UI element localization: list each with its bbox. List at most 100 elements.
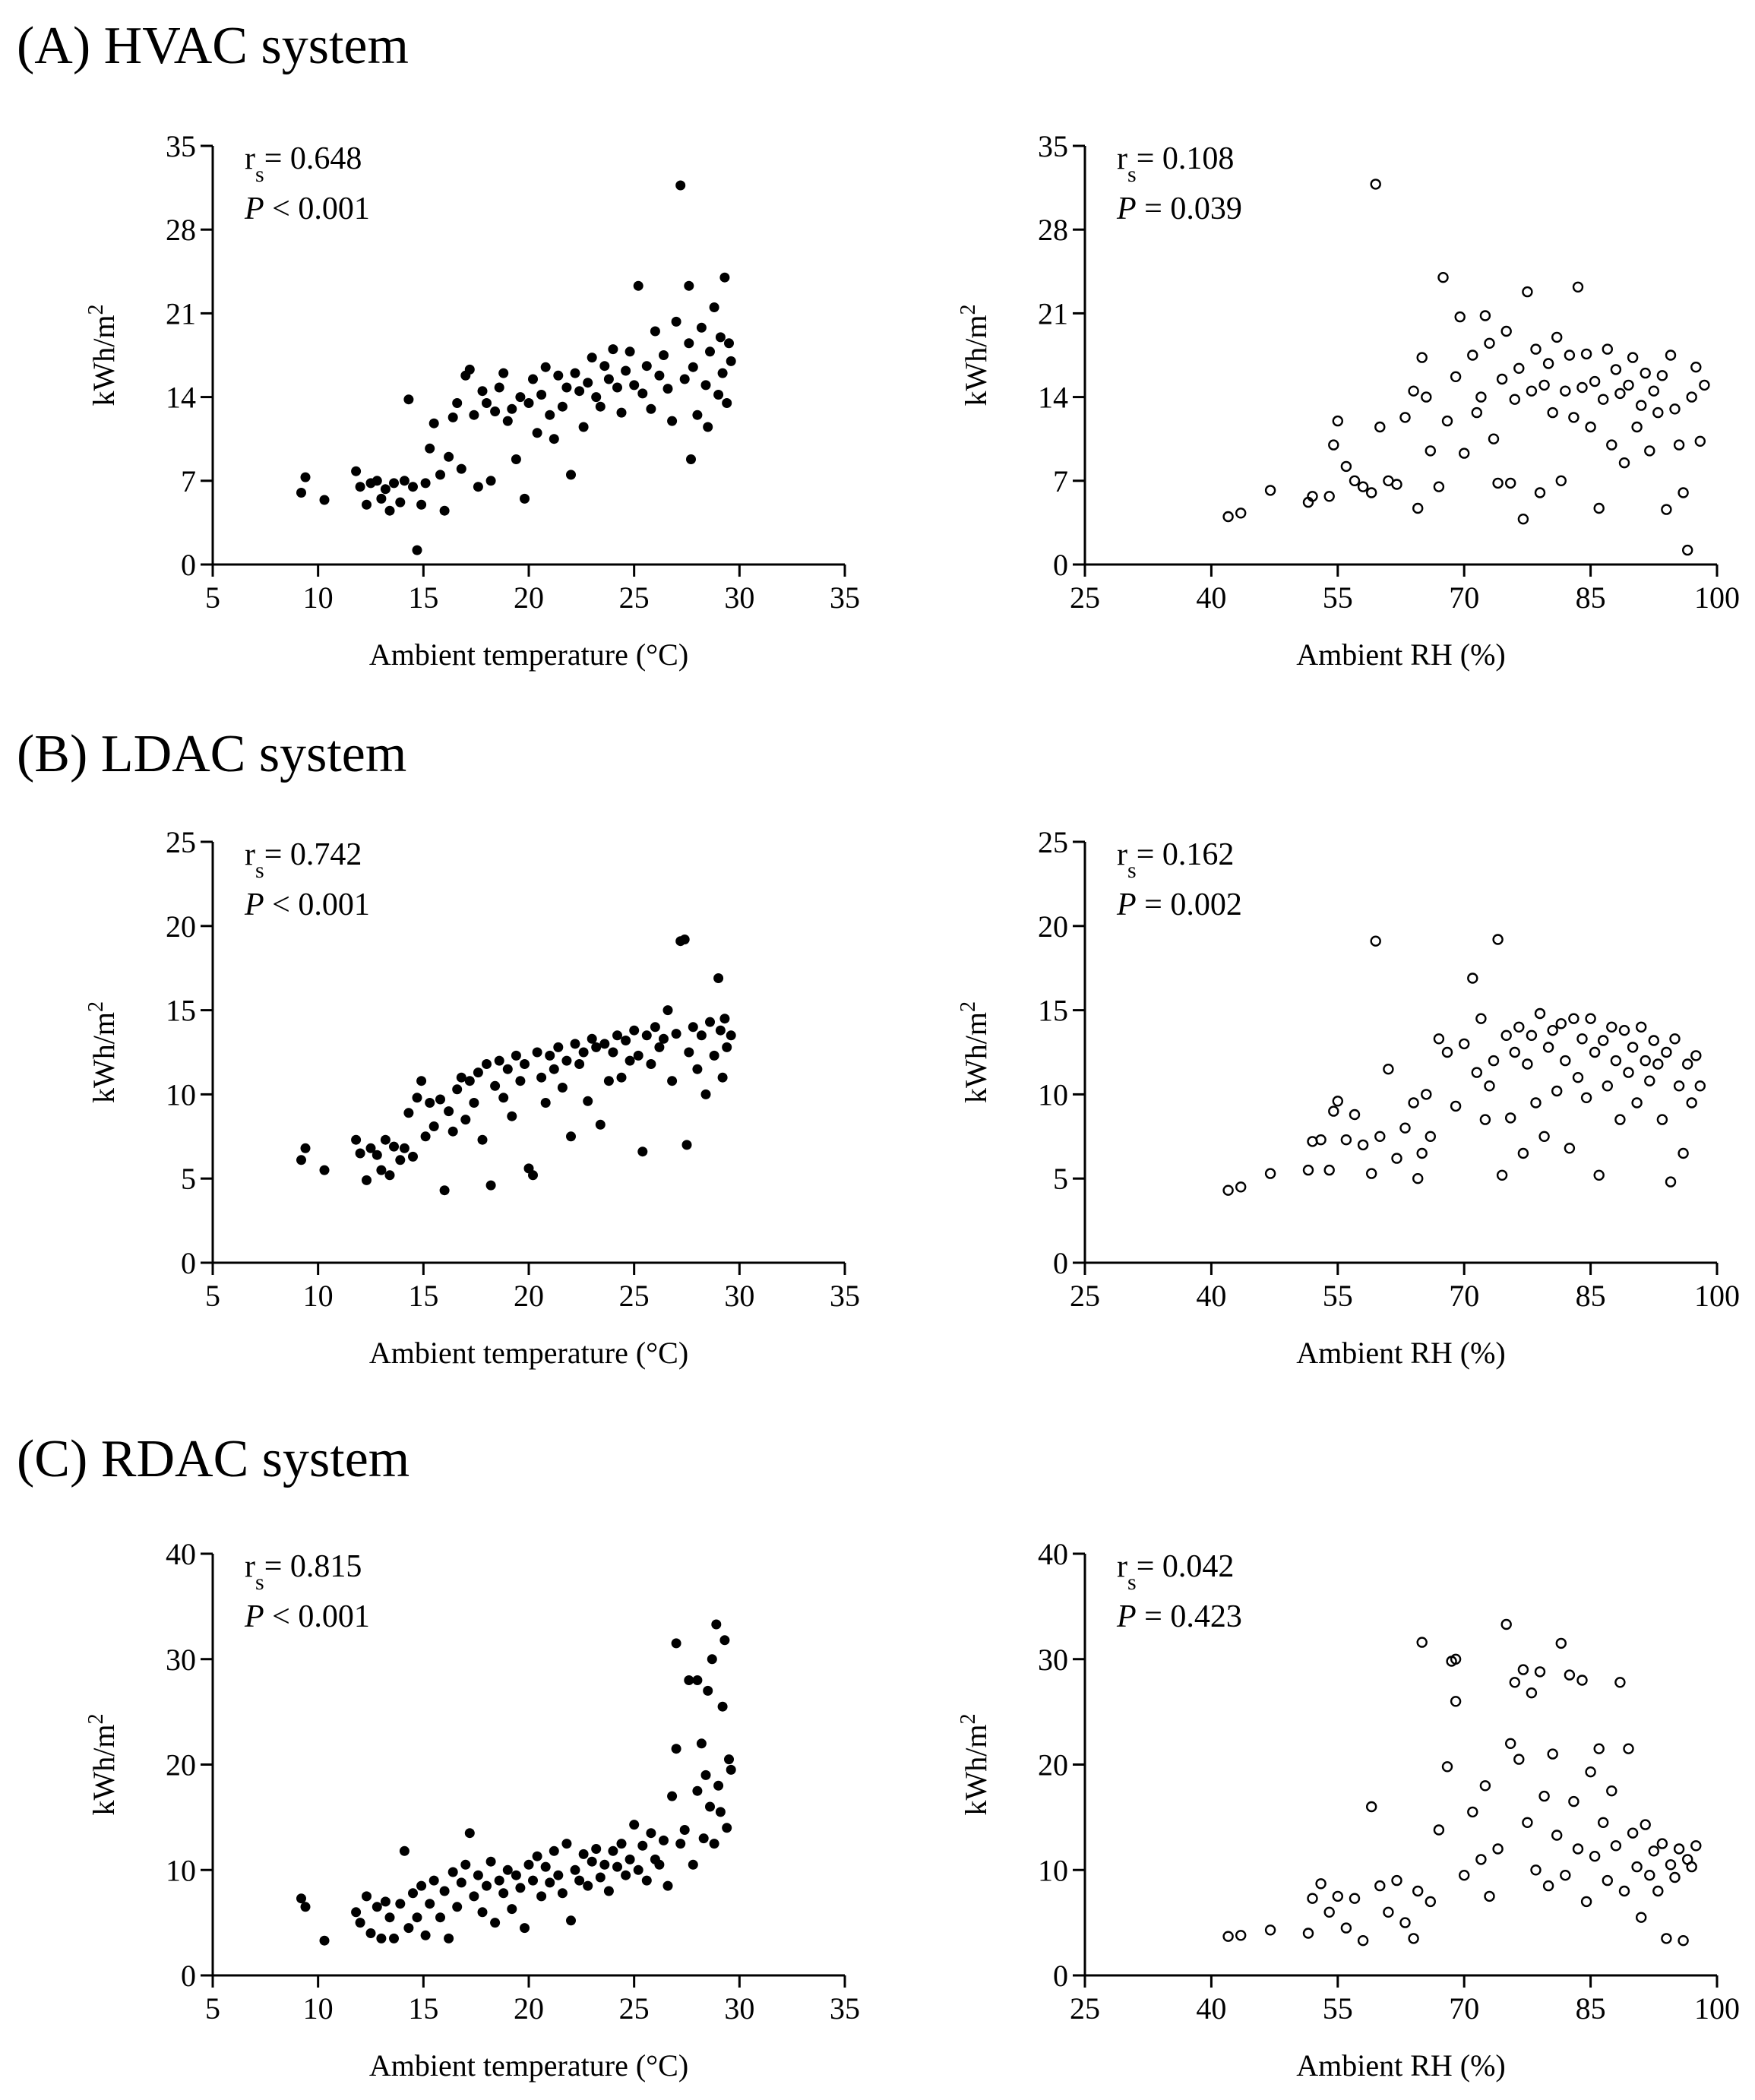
data-point <box>372 476 382 486</box>
data-point <box>1467 1806 1478 1818</box>
data-point <box>1374 421 1386 433</box>
data-point <box>1332 1096 1344 1107</box>
x-tick-label: 40 <box>1196 1279 1226 1313</box>
data-point <box>1678 487 1689 498</box>
data-point <box>1496 373 1508 385</box>
data-point <box>1222 511 1234 523</box>
stat-p: P = 0.002 <box>1116 887 1242 922</box>
data-point <box>1560 385 1571 397</box>
data-point <box>1421 391 1432 403</box>
data-point <box>1580 1896 1592 1908</box>
data-point <box>351 466 362 476</box>
data-point <box>1661 1933 1672 1944</box>
x-tick-label: 40 <box>1196 1991 1226 2026</box>
y-tick-label: 10 <box>1038 1077 1068 1112</box>
data-point <box>384 1912 395 1923</box>
scatter-panel-c-left: 0 10 20 30 40 5 10 15 20 25 30 35 Ambient temperatur… <box>84 1537 861 2083</box>
data-point <box>408 482 418 492</box>
x-tick-label: 100 <box>1694 1991 1740 2026</box>
data-point <box>473 482 483 492</box>
y-axis-title: kWh/m2 <box>84 305 122 406</box>
data-point <box>485 476 496 486</box>
data-point <box>1513 1021 1525 1033</box>
data-point <box>1560 1055 1571 1067</box>
data-point <box>1412 1172 1424 1184</box>
data-point <box>362 499 372 510</box>
data-point <box>507 1904 517 1915</box>
data-point <box>1593 502 1605 514</box>
data-point <box>717 1701 728 1712</box>
y-tick-label: 28 <box>166 213 196 247</box>
data-point <box>715 332 726 343</box>
stat-p: P = 0.039 <box>1116 191 1242 226</box>
data-point <box>1686 391 1697 403</box>
x-tick-label: 20 <box>514 580 544 615</box>
y-axis-title: kWh/m2 <box>957 1001 994 1103</box>
x-axis-title: Ambient RH (%) <box>1296 637 1506 672</box>
data-point <box>1425 445 1437 457</box>
data-point <box>1618 457 1630 469</box>
data-point <box>1454 311 1466 323</box>
data-point <box>498 368 509 378</box>
data-point <box>1416 1637 1428 1648</box>
data-point <box>1589 1850 1601 1862</box>
data-point <box>688 1859 698 1870</box>
data-point <box>389 1933 399 1943</box>
data-point <box>1307 491 1318 502</box>
data-point <box>399 1143 410 1153</box>
data-point <box>709 1839 719 1849</box>
x-tick-label: 55 <box>1323 580 1353 615</box>
data-point <box>1222 1184 1234 1196</box>
x-tick-label: 15 <box>408 1279 438 1313</box>
data-point <box>633 280 644 291</box>
data-point <box>553 1042 564 1052</box>
data-point <box>1264 1168 1276 1179</box>
data-point <box>1580 348 1592 360</box>
data-point <box>532 1851 542 1861</box>
data-point <box>1302 1928 1314 1939</box>
y-tick-label: 0 <box>181 548 196 582</box>
data-point <box>1425 1896 1437 1908</box>
data-point <box>1370 935 1381 947</box>
stat-rs: rs= 0.815 <box>245 1549 362 1595</box>
data-point <box>1416 352 1428 363</box>
section-title-b: (B) LDAC system <box>17 725 407 783</box>
data-point <box>557 401 568 412</box>
data-point <box>1681 1058 1693 1070</box>
data-point <box>384 1170 395 1181</box>
data-point <box>1623 1067 1634 1078</box>
data-point <box>1496 1169 1508 1181</box>
data-point <box>726 1764 736 1775</box>
x-tick-label: 10 <box>303 1279 334 1313</box>
x-tick-label: 35 <box>830 1279 860 1313</box>
x-tick-label: 55 <box>1323 1279 1353 1313</box>
data-point <box>1547 1748 1558 1760</box>
x-axis-title: Ambient RH (%) <box>1296 2048 1506 2083</box>
data-point <box>662 1880 673 1891</box>
stat-rs: rs= 0.042 <box>1117 1549 1234 1595</box>
data-point <box>425 1899 435 1909</box>
data-point <box>1678 1934 1689 1947</box>
data-point <box>1644 1075 1655 1086</box>
data-point <box>523 1859 534 1870</box>
data-point <box>380 484 391 495</box>
scatter-panel-c-right: 0 10 20 30 40 25 40 55 70 85 100 Ambient RH (%) kWh/… <box>957 1537 1741 2083</box>
stat-p: P < 0.001 <box>244 887 370 922</box>
data-point <box>1602 343 1614 355</box>
data-point <box>574 1059 585 1069</box>
data-point <box>1450 1653 1462 1665</box>
data-point <box>460 1859 471 1870</box>
data-point <box>515 392 526 403</box>
data-point <box>1530 1864 1542 1876</box>
data-point <box>1576 381 1588 394</box>
data-point <box>1264 485 1276 496</box>
data-point <box>1408 1933 1419 1944</box>
data-point <box>477 386 488 397</box>
data-point <box>1433 481 1445 492</box>
data-point <box>570 1864 580 1875</box>
data-point <box>540 1098 551 1108</box>
data-point <box>351 1907 362 1918</box>
data-point <box>700 1770 711 1780</box>
data-point <box>376 1933 387 1943</box>
data-point <box>1235 508 1247 519</box>
